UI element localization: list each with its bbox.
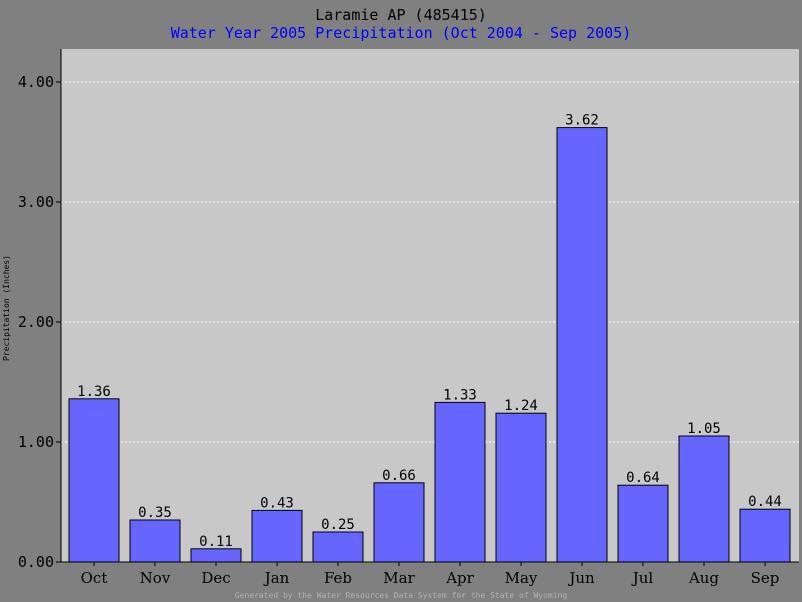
value-label: 0.11 [199, 534, 233, 550]
x-tick-label: Dec [201, 569, 230, 587]
bar-sep [739, 508, 791, 563]
x-tick-label: Jul [631, 569, 654, 587]
bars: 1.36 0.35 0.11 0.43 0.25 0.66 1.33 1.24 3.62 0.64… [68, 113, 791, 563]
value-label: 1.33 [443, 387, 477, 403]
x-tick-label: Mar [383, 569, 415, 587]
x-tick-label: Sep [751, 569, 780, 587]
bar-apr [434, 401, 486, 563]
y-tick-label: 2.00 [18, 313, 54, 331]
value-label: 0.44 [748, 494, 782, 510]
y-tick-label: 0.00 [18, 553, 54, 571]
y-tick-label: 1.00 [18, 433, 54, 451]
x-tick-label: Oct [81, 569, 108, 587]
plot-area [61, 49, 799, 562]
x-tick-label: May [505, 569, 538, 587]
grid-lines [61, 81, 799, 443]
value-label: 1.05 [687, 421, 721, 437]
bar-feb [312, 531, 364, 563]
y-tick-label: 3.00 [18, 193, 54, 211]
bar-aug [678, 435, 730, 563]
x-tick-label: Nov [140, 569, 171, 587]
x-tick-label: Jun [567, 569, 595, 587]
x-tick-label: Feb [324, 569, 352, 587]
bar-dec [190, 548, 242, 563]
y-axis-label: Precipitation (Inches) [2, 255, 11, 361]
bar-mar [373, 482, 425, 563]
bar-jun [556, 127, 608, 563]
value-label: 0.64 [626, 470, 660, 486]
value-label: 1.36 [77, 384, 111, 400]
chart-title: Laramie AP (485415) [315, 6, 487, 24]
bar-jan [251, 509, 303, 563]
value-label: 0.43 [260, 495, 294, 511]
axes: 0.00 1.00 2.00 3.00 4.00 Oct Nov Dec Jan Feb Mar Ap… [18, 49, 799, 587]
x-tick-label: Apr [445, 569, 474, 587]
value-label: 0.35 [138, 505, 172, 521]
footer-text: Generated by the Water Resources Data Sy… [234, 591, 568, 600]
x-tick-label: Jan [263, 569, 290, 587]
value-label: 1.24 [504, 398, 538, 414]
chart-subtitle: Water Year 2005 Precipitation (Oct 2004 … [170, 24, 632, 42]
bar-nov [129, 519, 181, 563]
y-tick-label: 4.00 [18, 73, 54, 91]
value-label: 3.62 [565, 113, 599, 129]
bar-may [495, 412, 547, 563]
value-label: 0.25 [321, 517, 355, 533]
bar-oct [68, 398, 120, 563]
value-label: 0.66 [382, 468, 416, 484]
bar-jul [617, 484, 669, 563]
x-tick-label: Aug [688, 569, 719, 587]
